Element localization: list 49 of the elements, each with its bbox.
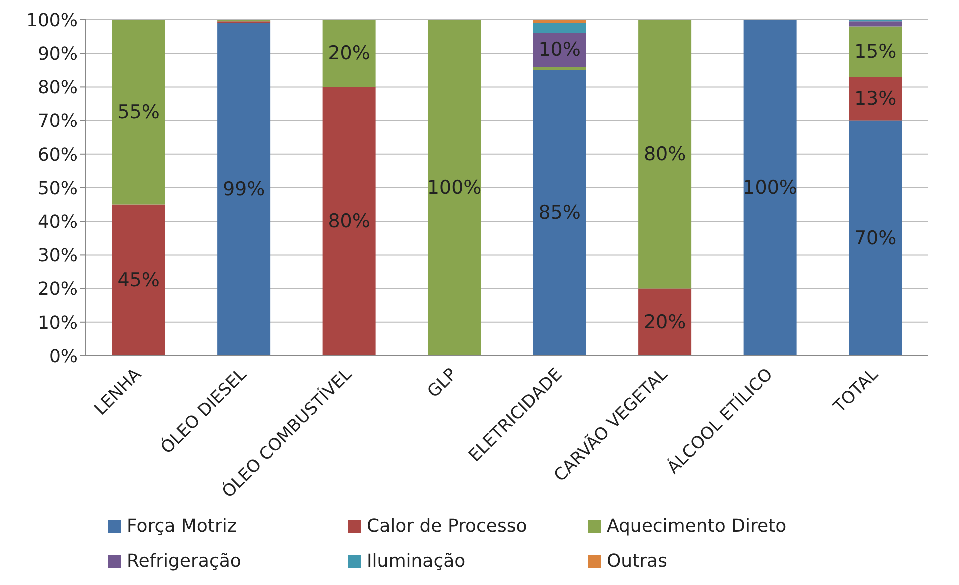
y-tick-label: 0% (49, 346, 78, 368)
legend-label: Aquecimento Direto (606, 516, 788, 537)
data-label: 15% (854, 40, 897, 63)
data-label: 100% (743, 177, 798, 199)
data-label: 13% (854, 88, 897, 110)
legend-label: Outras (606, 551, 668, 572)
data-label: 20% (328, 42, 370, 65)
bar (218, 23, 271, 356)
data-label: 80% (644, 143, 686, 166)
data-label: 100% (427, 177, 482, 199)
bar (849, 22, 902, 27)
data-label: 20% (644, 311, 686, 334)
bar (638, 20, 692, 289)
legend-label: Força Motriz (126, 516, 238, 537)
bar (533, 20, 586, 24)
data-label: 45% (118, 269, 160, 292)
y-tick-label: 80% (38, 78, 78, 99)
y-tick-label: 40% (38, 212, 78, 233)
data-label: 10% (538, 39, 581, 62)
bar (533, 23, 586, 34)
y-tick-label: 50% (38, 178, 78, 200)
bar (849, 26, 902, 78)
bar (322, 87, 376, 356)
bar (428, 20, 482, 356)
bar (112, 204, 166, 356)
bar (638, 288, 692, 356)
y-tick-label: 30% (38, 246, 78, 267)
bar (112, 20, 166, 205)
bar (322, 20, 376, 88)
data-label: 55% (118, 101, 160, 124)
x-tick-label: GLP (424, 364, 462, 402)
data-label: 70% (854, 227, 897, 250)
legend-label: Iluminação (366, 551, 467, 572)
legend-label: Calor de Processo (366, 516, 528, 537)
data-label: 85% (538, 202, 581, 224)
bar (744, 20, 797, 356)
y-tick-label: 90% (38, 44, 78, 65)
y-tick-label: 100% (26, 10, 78, 32)
y-tick-label: 70% (38, 111, 78, 132)
data-label: 80% (328, 210, 370, 233)
y-tick-label: 60% (38, 144, 78, 166)
bar (849, 120, 902, 356)
bar (533, 70, 586, 356)
y-tick-label: 10% (38, 312, 78, 334)
legend-label: Refrigeração (126, 551, 242, 572)
bar (533, 67, 586, 70)
bar (849, 77, 902, 121)
data-label: 99% (222, 178, 266, 201)
y-tick-label: 20% (38, 279, 78, 300)
